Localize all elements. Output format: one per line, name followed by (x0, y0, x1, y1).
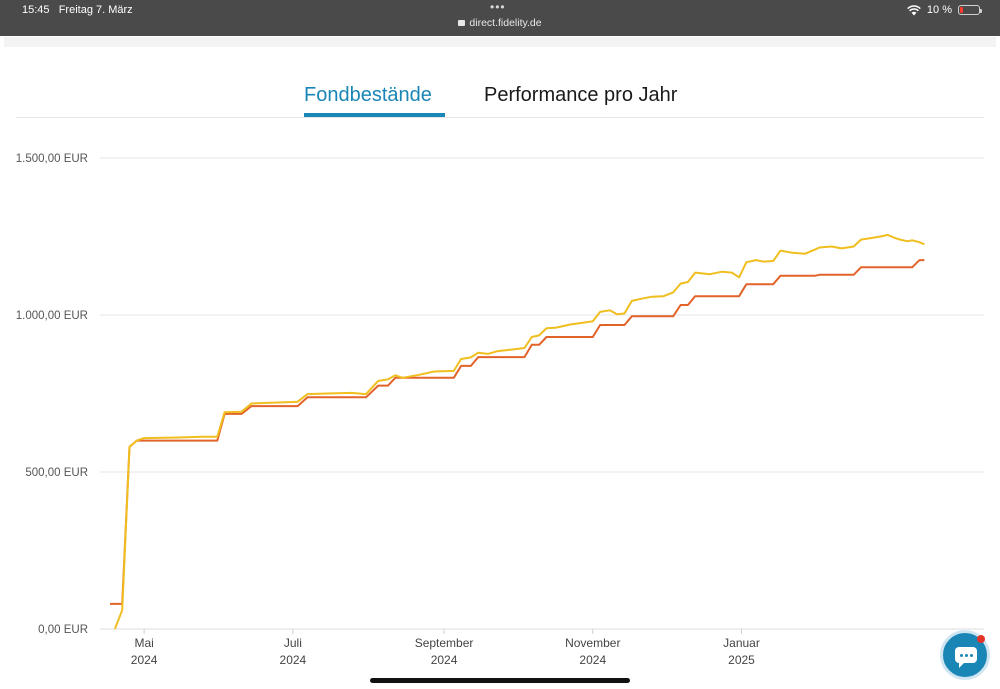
x-tick-year: 2025 (728, 653, 755, 667)
status-bar: 15:45 Freitag 7. März ••• direct.fidelit… (0, 0, 1000, 36)
home-indicator (370, 678, 630, 683)
tab-performance-pro-jahr[interactable]: Performance pro Jahr (484, 84, 678, 106)
wifi-icon (907, 4, 921, 15)
more-dots-icon[interactable]: ••• (490, 0, 506, 14)
x-axis: Mai 2024 Juli 2024 September 2024 November 2024… (131, 629, 760, 667)
x-tick-year: 2024 (280, 653, 307, 667)
tab-divider (16, 117, 984, 118)
chart-series (110, 233, 925, 630)
x-tick-year: 2024 (131, 653, 158, 667)
address-bar[interactable]: direct.fidelity.de (0, 17, 1000, 29)
x-tick-month: Mai (134, 636, 153, 650)
page-top-strip (4, 37, 996, 47)
y-tick-label: 0,00 EUR (38, 624, 88, 636)
tab-fondbestaende[interactable]: Fondbestände (304, 84, 432, 106)
y-tick-label: 500,00 EUR (25, 467, 88, 479)
x-tick-month: September (415, 636, 474, 650)
y-tick-label: 1.000,00 EUR (16, 310, 88, 322)
x-tick-month: Juli (284, 636, 302, 650)
y-tick-label: 1.500,00 EUR (16, 153, 88, 165)
x-tick-year: 2024 (431, 653, 458, 667)
lock-icon (458, 20, 466, 26)
status-time: 15:45 Freitag 7. März (22, 4, 133, 16)
chart-grid (100, 157, 984, 473)
series-line-invested (110, 259, 925, 605)
series-line-value (113, 233, 925, 630)
status-date: Freitag 7. März (58, 4, 133, 16)
x-tick-month: Januar (723, 636, 760, 650)
tab-bar: Fondbestände Performance pro Jahr (0, 84, 1000, 118)
line-chart: 0,00 EUR 500,00 EUR 1.000,00 EUR 1.500,00 E… (16, 153, 984, 667)
url-text: direct.fidelity.de (469, 17, 542, 29)
battery-percent: 10 % (926, 4, 952, 16)
chat-bubble-icon (955, 647, 977, 668)
x-tick-month: November (565, 636, 620, 650)
chat-button[interactable] (940, 630, 990, 680)
x-tick-year: 2024 (579, 653, 606, 667)
battery-low-icon (958, 5, 982, 15)
notification-dot (977, 635, 985, 643)
active-tab-indicator (304, 113, 445, 117)
y-axis: 0,00 EUR 500,00 EUR 1.000,00 EUR 1.500,00 E… (16, 153, 88, 636)
